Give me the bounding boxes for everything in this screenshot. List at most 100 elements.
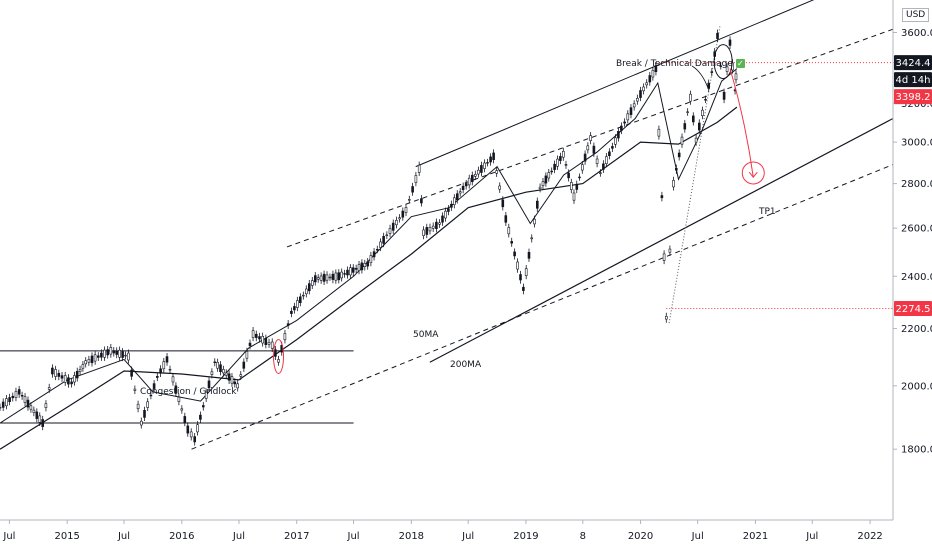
currency-label[interactable]: USD [902, 8, 930, 22]
candle-body [547, 172, 551, 179]
candle-body [636, 98, 639, 102]
candle-body [697, 122, 701, 131]
candle-body [629, 107, 633, 115]
candle-body [267, 342, 271, 345]
candle-body [623, 121, 626, 124]
candle-body [328, 276, 332, 279]
candle-body [592, 145, 596, 154]
candle-body [632, 103, 636, 108]
candle-body [87, 359, 91, 363]
candle-body [375, 249, 379, 251]
candle-body [648, 75, 652, 83]
x-tick-label: Jul [2, 531, 15, 542]
candle-body [363, 263, 367, 267]
candle-body [428, 227, 432, 232]
projection-arrowhead [748, 171, 758, 178]
breakout-marker [273, 339, 285, 375]
candle-body [165, 356, 169, 363]
candle-body [719, 65, 723, 67]
candle-body [608, 151, 611, 157]
break-pointer-arrow [691, 65, 709, 89]
candle-body [26, 399, 30, 408]
candle-body [716, 32, 719, 39]
candle-body [219, 364, 222, 373]
candle-body [535, 200, 539, 209]
y-tick-label: 3000.0 [901, 138, 932, 149]
candle-body [441, 215, 444, 223]
x-tick-label: 8 [580, 531, 586, 542]
candle-body [617, 131, 620, 139]
candle-body [530, 237, 534, 240]
candle-body [694, 137, 698, 143]
candle-body [162, 361, 166, 370]
candle-body [495, 170, 499, 174]
candle-body [420, 198, 423, 204]
price-tag [894, 89, 932, 105]
candle-body [224, 372, 228, 376]
candle-body [230, 376, 234, 384]
break-circle-marker [713, 44, 733, 80]
candle-body [57, 372, 61, 377]
candle-body [572, 192, 576, 201]
candle-body [477, 169, 480, 175]
y-tick-label: 2400.0 [901, 272, 932, 283]
label-tp1: TP1 [758, 207, 776, 217]
x-tick-label: Jul [117, 531, 130, 542]
candle-body [674, 168, 678, 171]
candle-body [222, 369, 225, 374]
y-tick-label: 3600.0 [901, 28, 932, 39]
candle-body [660, 195, 664, 199]
candle-body [8, 397, 11, 402]
x-tick-label: 2019 [513, 531, 538, 542]
ma200-line [0, 106, 738, 450]
candle-body [159, 368, 162, 374]
target-circle-marker [741, 161, 765, 185]
candle-body [97, 355, 100, 358]
candle-body [286, 323, 290, 326]
candle-body [602, 163, 605, 170]
candle-body [614, 137, 617, 145]
candle-body [599, 172, 602, 174]
x-tick-label: 2016 [169, 531, 194, 542]
candle-body [438, 222, 441, 225]
y-tick-label: 2200.0 [901, 324, 932, 335]
candle-body [458, 191, 462, 194]
candle-body [277, 359, 280, 363]
annotation-break: Break / Technical Damage ✓ [616, 59, 745, 69]
candle-body [522, 286, 525, 291]
candle-body [118, 349, 121, 358]
candle-body [575, 183, 579, 190]
candle-body [722, 91, 726, 100]
candle-body [196, 424, 199, 433]
candle-body [340, 271, 344, 279]
x-tick-label: 2017 [284, 531, 309, 542]
candle-body [642, 86, 645, 92]
candle-body [385, 234, 389, 236]
candle-body [354, 267, 358, 270]
candle-body [100, 352, 103, 358]
candle-body [127, 352, 130, 361]
candle-body [17, 389, 21, 395]
candle-body [199, 414, 202, 420]
x-tick-label: Jul [347, 531, 360, 542]
candle-body [38, 415, 42, 423]
y-tick-label: 2600.0 [901, 224, 932, 235]
candle-body [93, 354, 97, 362]
price-tags: 3424.4 4d 14h 3398.2 2274.5 [894, 55, 932, 316]
candle-body [444, 210, 447, 219]
candle-body [227, 373, 231, 381]
price-tag-text: 2274.5 [896, 304, 931, 315]
candle-body [470, 174, 474, 182]
candle-body [728, 39, 732, 46]
candle-body [691, 115, 695, 123]
candle-body [431, 225, 435, 229]
x-tick-label: 2022 [857, 531, 882, 542]
candle-body [168, 368, 172, 371]
candle-body [662, 253, 666, 261]
projection-arrow [729, 68, 754, 178]
candle-body [527, 252, 531, 259]
candle-body [379, 241, 382, 248]
candle-body [561, 151, 565, 158]
y-tick-label: 2000.0 [901, 381, 932, 392]
